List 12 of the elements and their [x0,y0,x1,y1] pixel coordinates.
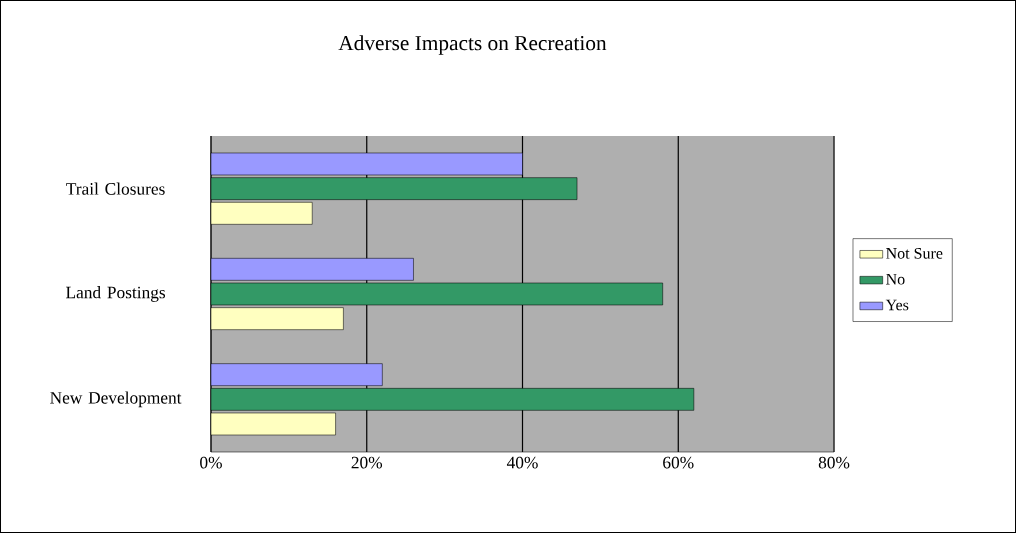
x-tick-label: 80% [818,456,850,469]
chart-title: Adverse Impacts on Recreation [338,35,607,55]
y-tick-label: Trail Closures [66,182,165,195]
y-tick-label: New Development [50,391,182,408]
x-tick-label: 20% [351,456,383,469]
legend-label: Not Sure [886,247,943,259]
x-tick-label: 40% [506,456,538,469]
x-tick-label: 0% [200,456,222,469]
y-tick-label: Land Postings [66,286,166,302]
legend-label: No [886,273,905,285]
legend-label: Yes [885,299,909,311]
x-tick-label: 60% [663,456,694,469]
